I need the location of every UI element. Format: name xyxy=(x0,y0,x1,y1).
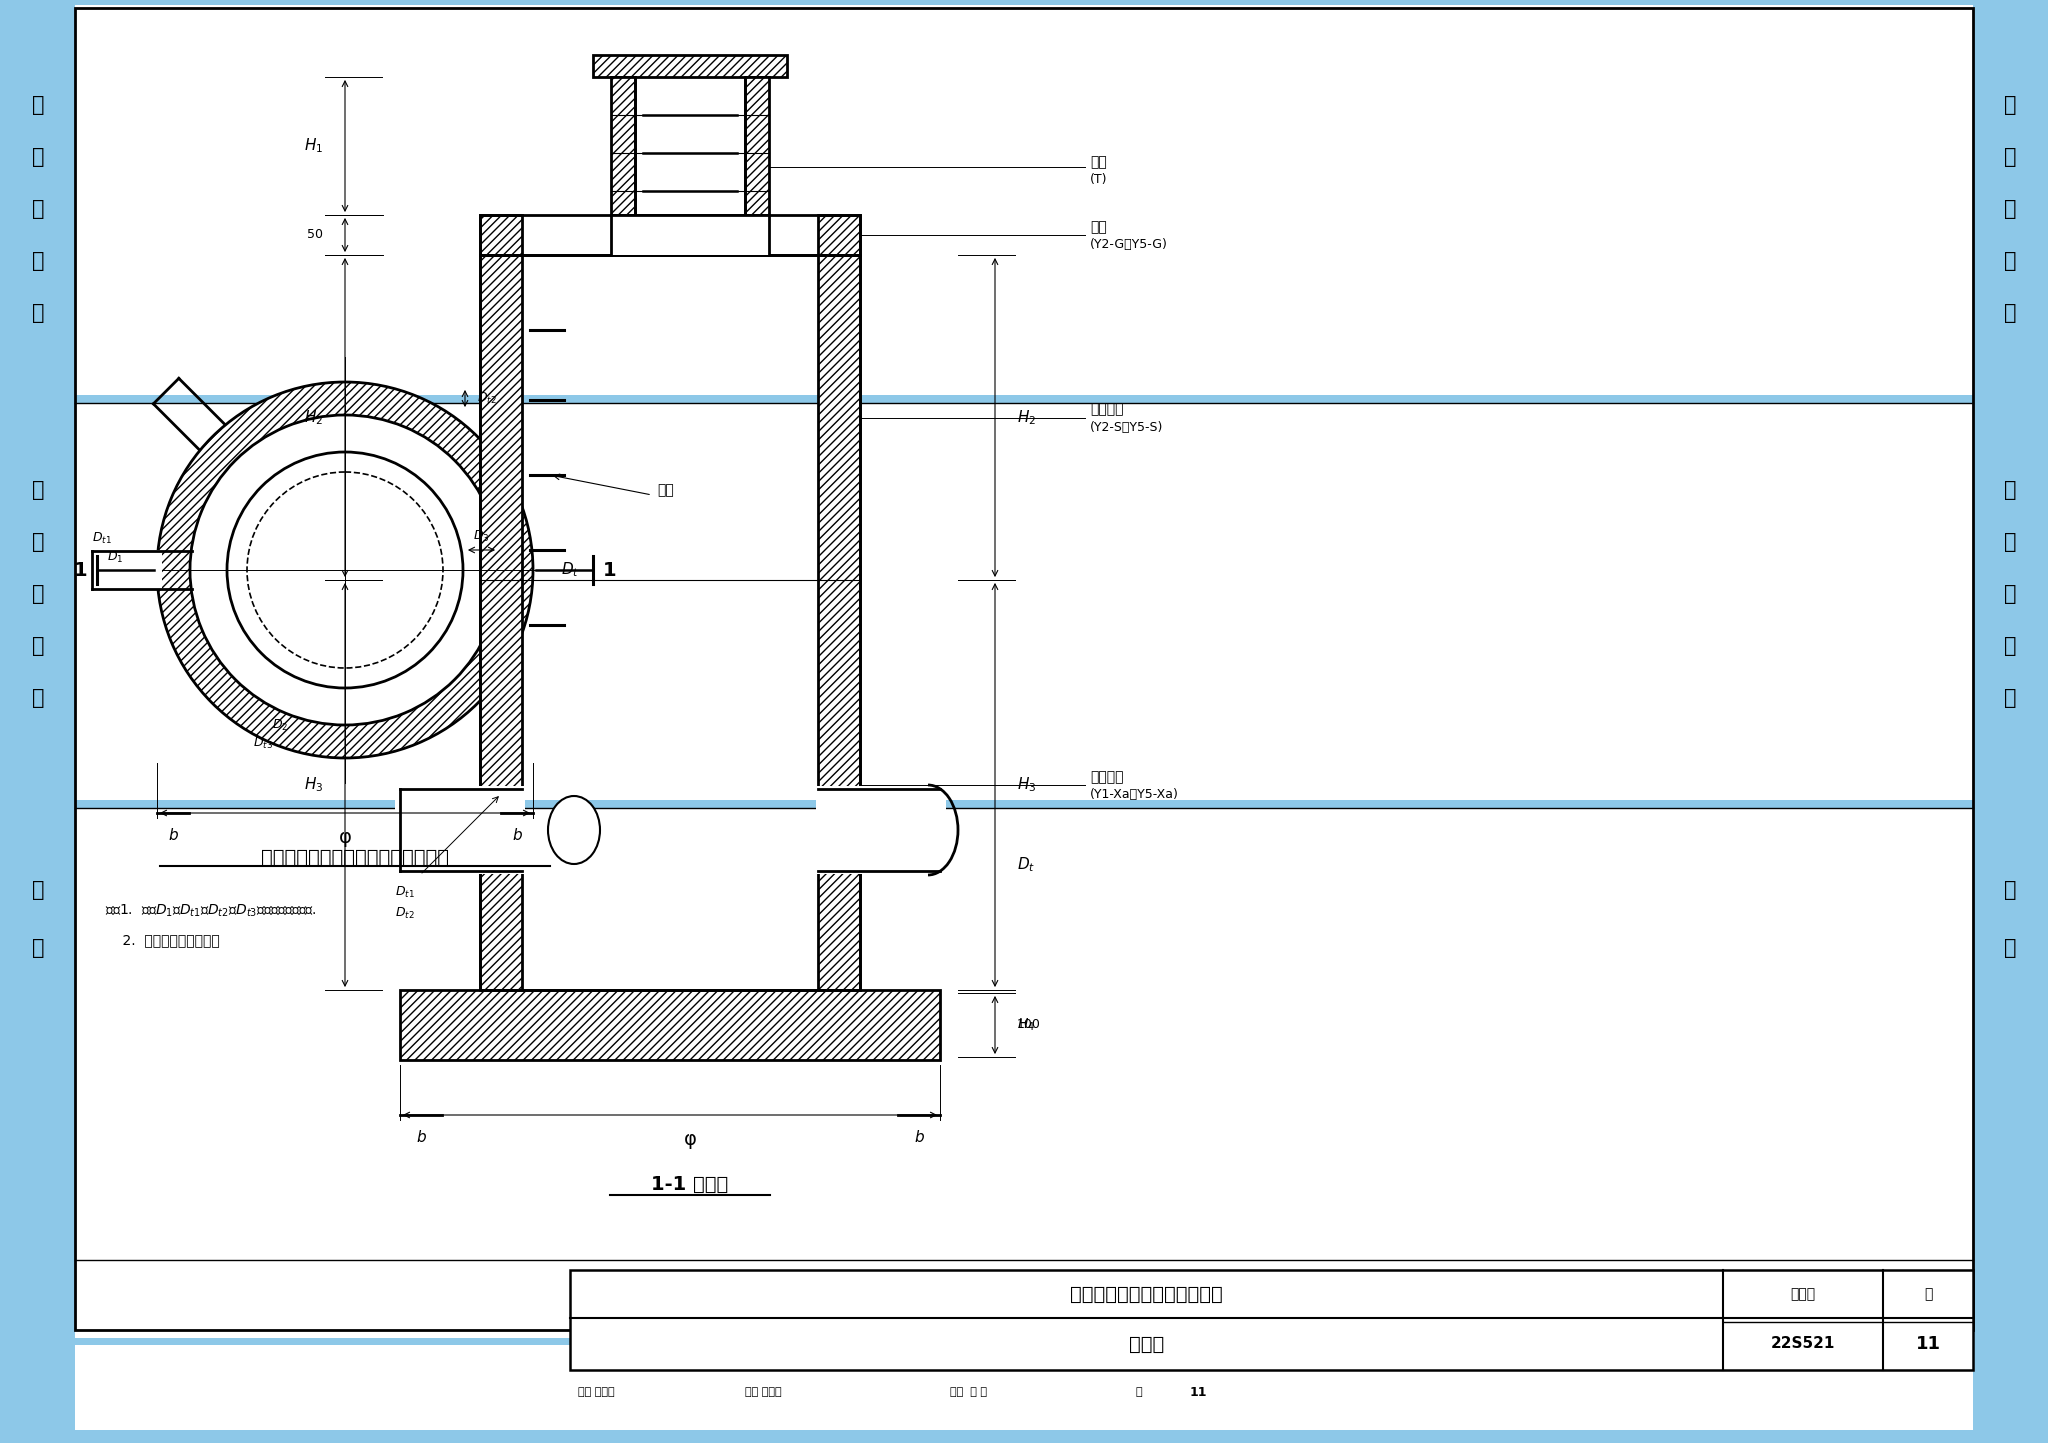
Text: 查: 查 xyxy=(2003,251,2015,271)
Text: $H_2$: $H_2$ xyxy=(303,408,324,427)
Text: 盖板: 盖板 xyxy=(1090,219,1106,234)
Text: 页: 页 xyxy=(1135,1387,1141,1397)
Text: $H_3$: $H_3$ xyxy=(303,776,324,794)
Text: $D_t$: $D_t$ xyxy=(1018,856,1034,874)
Text: 检: 检 xyxy=(2003,199,2015,219)
Text: 注：1.  图中$D_1$、$D_{t1}$、$D_{t2}$、$D_{t3}$为检查井预留孔径.: 注：1. 图中$D_1$、$D_{t1}$、$D_{t2}$、$D_{t3}$为… xyxy=(104,903,317,919)
Text: $D_{t2}$: $D_{t2}$ xyxy=(395,906,416,921)
Text: 圆形转弯、三通、四通检查井平面图: 圆形转弯、三通、四通检查井平面图 xyxy=(260,848,449,867)
Text: 形: 形 xyxy=(33,532,45,553)
Text: $H_2$: $H_2$ xyxy=(1018,408,1036,427)
Bar xyxy=(0,1338,2048,1345)
Text: 其: 其 xyxy=(2003,880,2015,900)
Text: 检: 检 xyxy=(2003,584,2015,605)
Text: 其: 其 xyxy=(33,880,45,900)
Text: 查: 查 xyxy=(33,636,45,657)
Bar xyxy=(0,395,2048,403)
Text: 井: 井 xyxy=(33,688,45,709)
Text: 图集号: 图集号 xyxy=(1790,1287,1817,1302)
Bar xyxy=(479,255,522,990)
Bar xyxy=(479,215,860,255)
Bar xyxy=(817,255,860,990)
Text: 1-1 剖面图: 1-1 剖面图 xyxy=(651,1175,729,1193)
Bar xyxy=(0,0,2048,4)
Text: 井: 井 xyxy=(2003,303,2015,323)
Bar xyxy=(610,76,635,215)
Text: 1: 1 xyxy=(602,560,616,580)
Text: b: b xyxy=(913,1130,924,1144)
Text: 他: 他 xyxy=(2003,938,2015,958)
Text: 审核 王贾明: 审核 王贾明 xyxy=(578,1387,614,1397)
Text: b: b xyxy=(512,828,522,843)
Text: 11: 11 xyxy=(1915,1335,1942,1354)
Text: b: b xyxy=(416,1130,426,1144)
Bar xyxy=(815,786,946,874)
Text: 圆: 圆 xyxy=(33,95,45,115)
Text: $D_1$: $D_1$ xyxy=(106,550,123,566)
Bar xyxy=(594,55,786,76)
Bar xyxy=(0,0,76,1443)
Bar xyxy=(0,1430,2048,1443)
Text: 校对 夏春蕾: 校对 夏春蕾 xyxy=(745,1387,782,1397)
Text: 形: 形 xyxy=(2003,532,2015,553)
Text: 设计  陈 辉: 设计 陈 辉 xyxy=(950,1387,987,1397)
Bar xyxy=(92,550,162,590)
Text: 他: 他 xyxy=(33,938,45,958)
Text: 装配图: 装配图 xyxy=(1128,1335,1163,1354)
Text: (T): (T) xyxy=(1090,173,1108,186)
Text: 查: 查 xyxy=(33,251,45,271)
Text: 1: 1 xyxy=(74,560,86,580)
Bar xyxy=(0,799,2048,808)
Text: 100: 100 xyxy=(1018,1019,1040,1032)
Bar xyxy=(817,215,860,255)
Text: $H_3$: $H_3$ xyxy=(1018,776,1036,794)
Bar xyxy=(479,215,522,255)
Text: 形: 形 xyxy=(2003,147,2015,167)
Text: 页: 页 xyxy=(1923,1287,1931,1302)
Text: $D_3$: $D_3$ xyxy=(473,528,489,544)
Text: 11: 11 xyxy=(1190,1385,1208,1398)
Text: $D_2$: $D_2$ xyxy=(272,719,289,733)
Text: 下部井室: 下部井室 xyxy=(1090,771,1124,784)
Text: 检: 检 xyxy=(33,584,45,605)
Bar xyxy=(399,990,940,1061)
Text: 查: 查 xyxy=(2003,636,2015,657)
Text: 井: 井 xyxy=(33,303,45,323)
Text: $D_{t1}$: $D_{t1}$ xyxy=(92,531,113,545)
Bar xyxy=(395,786,524,874)
Text: φ: φ xyxy=(338,828,352,847)
Text: b: b xyxy=(168,828,178,843)
Text: $D_t$: $D_t$ xyxy=(561,561,580,579)
Text: 爬梯: 爬梯 xyxy=(657,483,674,496)
Text: (Y1-Xa～Y5-Xa): (Y1-Xa～Y5-Xa) xyxy=(1090,788,1180,801)
Text: 2.  图中爬梯仅为示意。: 2. 图中爬梯仅为示意。 xyxy=(104,934,219,947)
Text: 圆形转弯、三通、四通检查井: 圆形转弯、三通、四通检查井 xyxy=(1071,1284,1223,1303)
Text: (Y2-G～Y5-G): (Y2-G～Y5-G) xyxy=(1090,238,1167,251)
Text: $D_{t1}$: $D_{t1}$ xyxy=(395,885,416,900)
Ellipse shape xyxy=(549,797,600,864)
Text: 井筒: 井筒 xyxy=(1090,154,1106,169)
Text: 检: 检 xyxy=(33,199,45,219)
Text: 矩: 矩 xyxy=(33,481,45,501)
Text: (Y2-S～Y5-S): (Y2-S～Y5-S) xyxy=(1090,421,1163,434)
Text: 井: 井 xyxy=(2003,688,2015,709)
Text: φ: φ xyxy=(684,1130,696,1149)
Bar xyxy=(479,255,860,990)
Text: $D_{t3}$: $D_{t3}$ xyxy=(254,736,272,752)
Bar xyxy=(569,1270,1972,1369)
Text: 圆: 圆 xyxy=(2003,95,2015,115)
Text: 矩: 矩 xyxy=(2003,481,2015,501)
Text: $H_4$: $H_4$ xyxy=(1018,1017,1034,1033)
Bar xyxy=(610,215,768,255)
Text: 50: 50 xyxy=(307,228,324,241)
Text: 22S521: 22S521 xyxy=(1772,1336,1835,1352)
Text: 上部井室: 上部井室 xyxy=(1090,403,1124,417)
Bar xyxy=(745,76,768,215)
Bar xyxy=(1972,0,2048,1443)
Text: 形: 形 xyxy=(33,147,45,167)
Text: $D_{t2}$: $D_{t2}$ xyxy=(477,391,498,405)
Text: $H_1$: $H_1$ xyxy=(303,137,324,156)
